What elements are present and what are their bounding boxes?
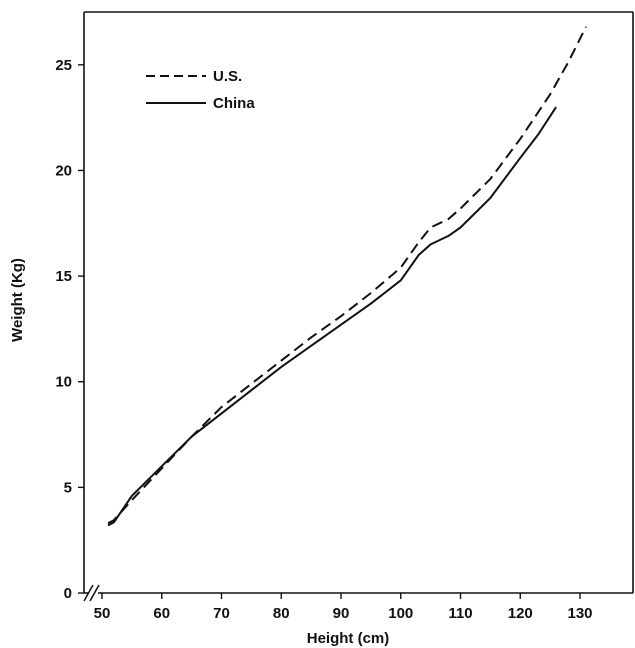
- x-tick-label: 50: [94, 605, 111, 622]
- y-tick-label: 10: [55, 374, 72, 391]
- legend: U.S. China: [146, 68, 255, 112]
- x-tick-label: 100: [388, 605, 413, 622]
- x-tick-label: 90: [333, 605, 350, 622]
- y-tick-label: 15: [55, 268, 72, 285]
- y-tick-label: 5: [64, 479, 72, 496]
- series-line-china: [107, 106, 557, 527]
- series-layer: [107, 26, 587, 527]
- x-tick-label: 120: [508, 605, 533, 622]
- x-tick-label: 130: [567, 605, 592, 622]
- x-tick-label: 80: [273, 605, 290, 622]
- y-tick-label: 0: [64, 585, 72, 602]
- legend-label: China: [213, 95, 255, 112]
- legend-label: U.S.: [213, 68, 242, 85]
- axis-break-mark: [83, 584, 94, 602]
- x-tick-label: 70: [213, 605, 230, 622]
- y-tick-label: 20: [55, 162, 72, 179]
- ticks: 50 60 70 80 90 100 110 120 130 0 5 10 15 20 25: [55, 57, 592, 622]
- x-axis-title: Height (cm): [307, 630, 390, 647]
- x-tick-label: 110: [448, 605, 472, 622]
- axis-break-mark: [89, 584, 100, 602]
- y-tick-label: 25: [55, 57, 72, 74]
- y-axis-title: Weight (Kg): [9, 258, 26, 342]
- x-tick-label: 60: [153, 605, 170, 622]
- axes: [83, 11, 634, 602]
